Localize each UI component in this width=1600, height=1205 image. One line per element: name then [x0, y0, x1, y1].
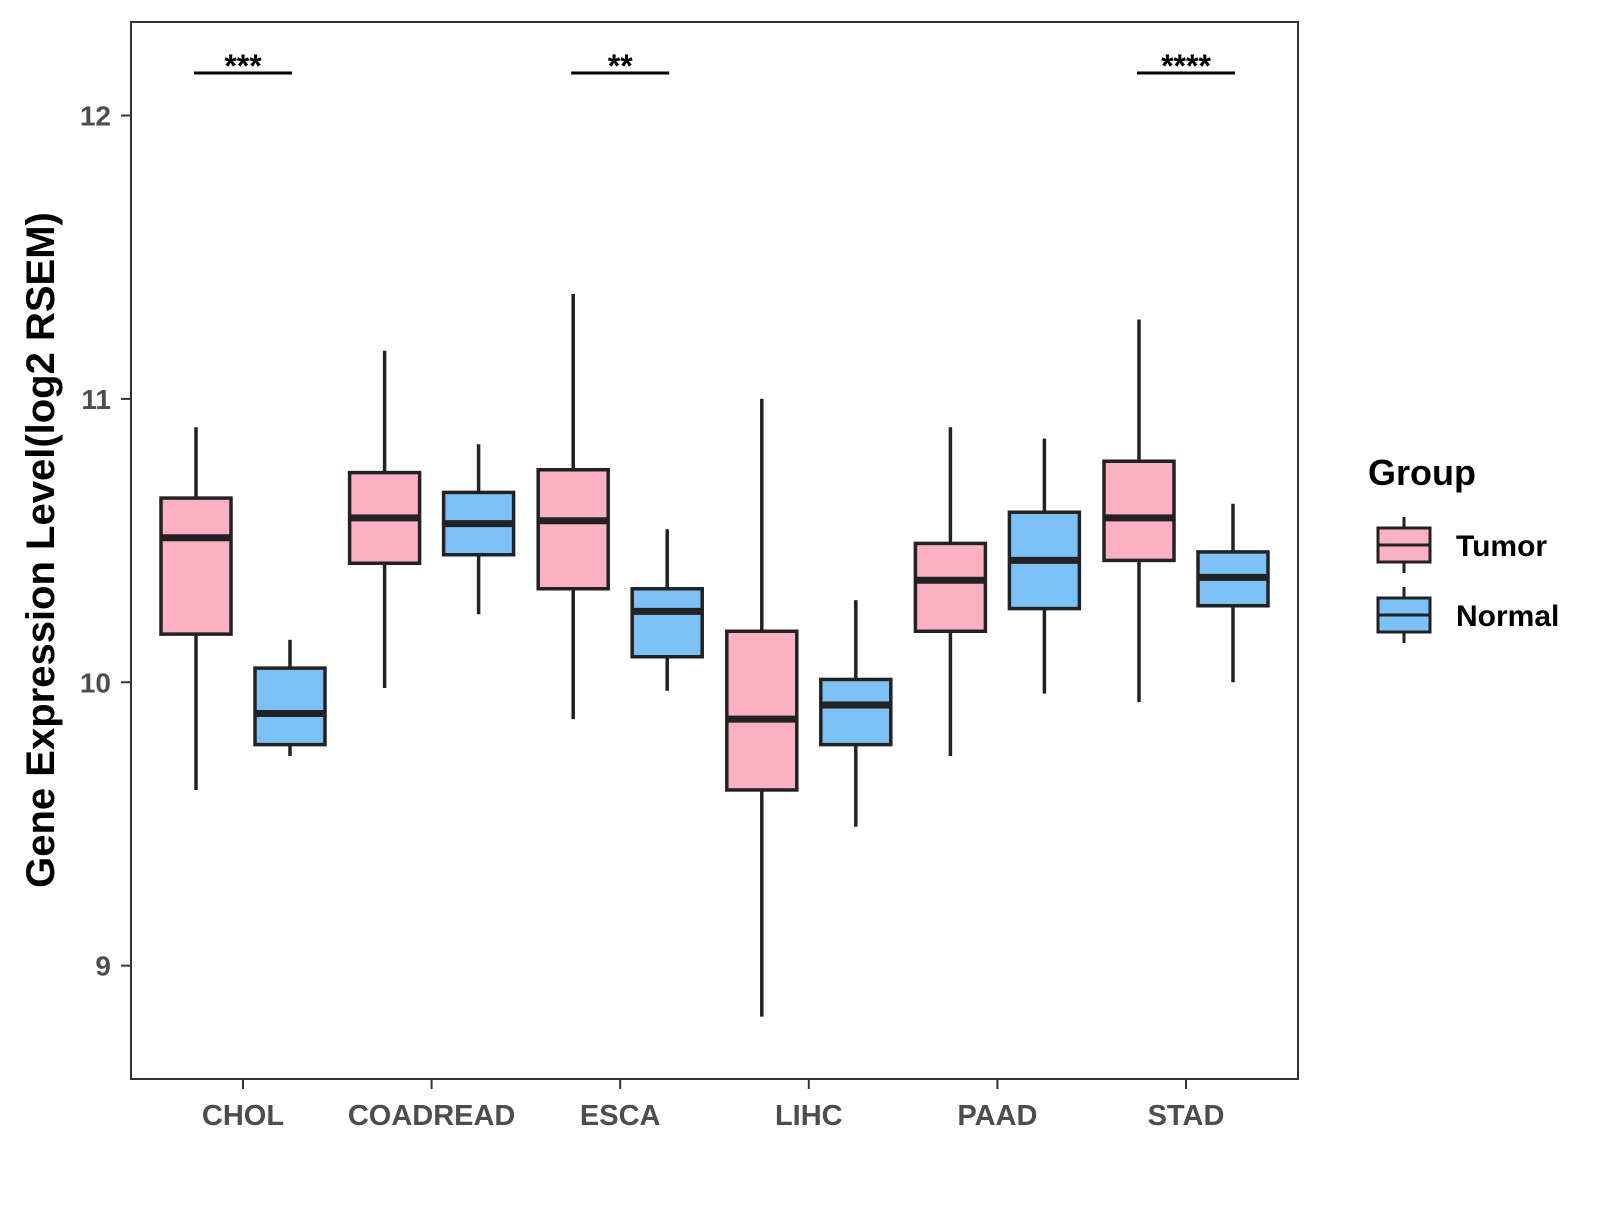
legend-item-normal: Normal	[1376, 587, 1559, 643]
box-tumor-coadread	[347, 350, 422, 688]
x-axis: CHOL COADREAD ESCA LIHC PAAD STAD	[202, 1079, 1224, 1132]
significance-label: ****	[1161, 48, 1211, 84]
box-tumor-lihc	[725, 398, 799, 1017]
box-normal-esca	[630, 529, 704, 691]
significance-annotations: *** ** ****	[194, 48, 1235, 84]
y-tick-label: 9	[95, 951, 111, 982]
box-normal-stad	[1196, 503, 1270, 683]
box-iqr	[1102, 459, 1176, 563]
box-tumor-stad	[1102, 319, 1176, 703]
x-tick-label: COADREAD	[348, 1100, 516, 1132]
box-normal-chol	[253, 639, 327, 756]
plot-panel-border	[130, 21, 1299, 1080]
x-tick-label: PAAD	[957, 1100, 1037, 1132]
box-tumor-esca	[536, 294, 610, 720]
box-iqr	[630, 587, 704, 659]
box-tumor-paad	[913, 427, 988, 756]
legend: Group Tumor Normal	[1368, 452, 1559, 643]
x-tick-label: LIHC	[775, 1100, 843, 1132]
legend-label: Normal	[1456, 600, 1559, 633]
legend-title: Group	[1368, 452, 1476, 493]
x-tick-label: CHOL	[202, 1100, 284, 1132]
box-iqr	[536, 467, 610, 591]
y-tick-label: 11	[81, 384, 111, 415]
box-iqr	[159, 496, 233, 636]
legend-item-tumor: Tumor	[1376, 517, 1547, 573]
significance-label: **	[608, 48, 633, 84]
box-iqr	[913, 541, 988, 634]
x-tick-label: ESCA	[580, 1100, 661, 1132]
box-normal-paad	[1007, 438, 1082, 694]
box-series	[159, 294, 1270, 1017]
box-iqr	[725, 629, 799, 792]
significance-label: ***	[224, 48, 262, 84]
y-axis-title: Gene Expression Level(log2 RSEM)	[19, 212, 63, 888]
box-normal-lihc	[819, 600, 893, 827]
box-tumor-chol	[159, 427, 233, 790]
x-tick-label: STAD	[1148, 1100, 1225, 1132]
y-axis: 9 10 11 12	[80, 101, 131, 982]
box-iqr	[819, 677, 893, 747]
box-iqr	[253, 666, 327, 747]
y-tick-label: 10	[80, 667, 111, 698]
box-normal-coadread	[441, 444, 516, 615]
y-tick-label: 12	[80, 101, 111, 132]
legend-label: Tumor	[1456, 530, 1547, 563]
